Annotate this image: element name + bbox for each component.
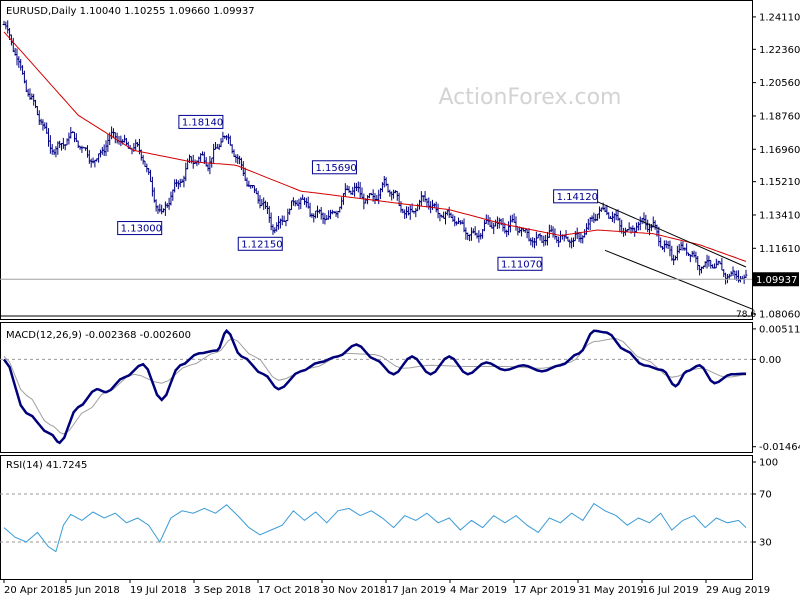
rsi-tick-label: 100 [759,458,778,469]
date-tick-label: 19 Jul 2018 [130,585,187,596]
price-tick-label: 1.13410 [759,210,800,221]
current-price-label: 1.09937 [756,275,797,286]
current-price-box [753,272,799,287]
pivot-label: 1.11070 [497,256,543,271]
date-tick-label: 31 May 2019 [578,585,643,596]
rsi-panel: RSI(14) 41.7245 100 70 30 [0,455,778,580]
pivot-label-text: 1.13000 [121,224,162,235]
price-tick-label: 1.11610 [759,244,800,255]
rsi-tick-label: 70 [759,490,772,501]
rsi-axis: 100 70 30 [752,458,778,549]
price-tick-label: 1.24110 [759,12,800,23]
price-bars [2,20,748,285]
date-tick-label: 5 Jun 2018 [66,585,120,596]
symbol-info: EURUSD,Daily 1.10040 1.10255 1.09660 1.0… [6,6,255,17]
pivot-label: 1.13000 [117,221,163,236]
channel-line [604,249,754,311]
price-tick-label: 1.16960 [759,145,800,156]
macd-tick-label: 0.005114 [759,324,800,335]
rsi-levels [0,493,752,543]
price-tick-label: 1.22360 [759,45,800,56]
rsi-frame [0,455,753,580]
date-tick-label: 3 Sep 2018 [194,585,251,596]
macd-signal-line [3,337,747,435]
macd-line [2,328,747,445]
date-tick-label: 4 Mar 2019 [450,585,507,596]
pivot-labels: 1.18140 1.13000 1.15690 1.12150 1.14120 1.110… [117,114,599,271]
pivot-label-text: 1.11070 [501,259,542,270]
macd-frame [0,322,753,453]
channel-line [597,201,747,268]
pivot-label: 1.12150 [237,236,283,251]
ohlc-bar [744,269,748,278]
date-tick-label: 30 Nov 2018 [322,585,386,596]
macd-tick-label: 0.00 [759,355,781,366]
date-tick-label: 16 Jul 2019 [642,585,699,596]
pivot-label-text: 1.14120 [557,192,598,203]
rsi-line [3,502,747,553]
date-tick-label: 29 Aug 2019 [706,585,770,596]
price-axis: 1.24110 1.22360 1.20560 1.18760 1.16960 1.152… [752,12,800,321]
macd-axis: 0.005114 0.00 -0.014647 [752,324,800,453]
price-tick-label: 1.18760 [759,111,800,122]
price-tick-label: 1.15210 [759,177,800,188]
date-tick-label: 17 Apr 2019 [514,585,576,596]
price-panel: ActionForex.com 1.181401.130001.156901.1… [0,0,800,321]
date-tick-label: 20 Apr 2018 [4,585,66,596]
down-channel [597,201,754,311]
pivot-label: 1.14120 [553,189,599,204]
pivot-label-text: 1.15690 [315,163,356,174]
price-tick-label: 1.20560 [759,78,800,89]
moving-average-line [3,31,747,262]
rsi-title: RSI(14) 41.7245 [6,460,87,471]
pivot-label-text: 1.12150 [241,239,282,250]
current-price-marker: 1.09937 [0,272,799,287]
macd-panel: MACD(12,26,9) -0.002368 -0.002600 0.0051… [0,322,800,453]
pivot-label-text: 1.18140 [182,117,223,128]
macd-title: MACD(12,26,9) -0.002368 -0.002600 [6,330,191,341]
date-tick-label: 17 Oct 2018 [258,585,320,596]
rsi-tick-label: 30 [759,538,772,549]
watermark: ActionForex.com [439,85,622,110]
pivot-label: 1.18140 [178,114,224,129]
pivot-label: 1.15690 [311,160,357,175]
price-frame [0,0,753,320]
fib-label: 78.6 [736,310,756,320]
macd-tick-label: -0.014647 [759,442,800,453]
price-tick-label: 1.08060 [759,310,800,321]
date-tick-label: 17 Jan 2019 [386,585,446,596]
date-axis: 20 Apr 2018 5 Jun 2018 19 Jul 2018 3 Sep 20… [3,579,770,596]
